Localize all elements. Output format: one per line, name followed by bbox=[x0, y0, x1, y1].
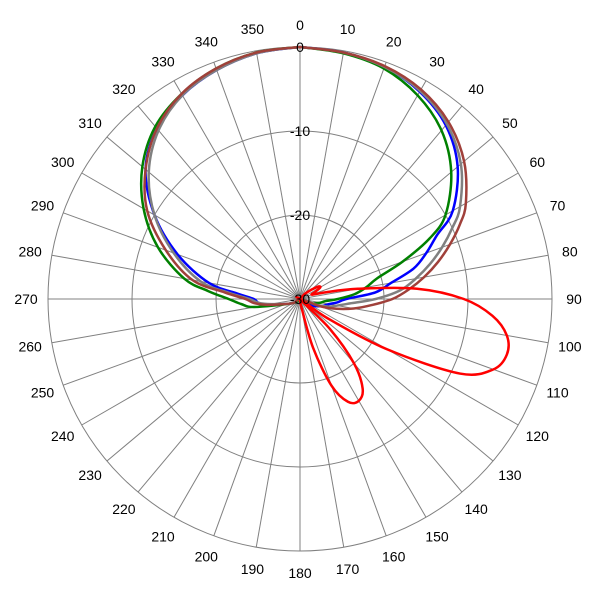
spoke-190 bbox=[255, 298, 301, 548]
angle-tick-label: 130 bbox=[498, 467, 522, 483]
labels: 0 10 20 30 40 50 60 70 80 90 100 110 120 130 140 150 160… bbox=[14, 17, 582, 581]
angle-tick-label: 310 bbox=[78, 115, 102, 131]
angle-tick-label: 170 bbox=[336, 561, 360, 577]
spoke-250 bbox=[63, 298, 301, 386]
spoke-60 bbox=[299, 172, 519, 300]
spoke-330 bbox=[173, 80, 301, 300]
spoke-230 bbox=[106, 298, 301, 462]
angle-tick-label: 40 bbox=[468, 81, 484, 97]
angle-tick-label: 140 bbox=[464, 501, 488, 517]
angle-tick-label: 260 bbox=[18, 339, 42, 355]
angle-tick-label: 350 bbox=[241, 21, 265, 37]
spoke-300 bbox=[81, 172, 301, 300]
spoke-160 bbox=[299, 298, 387, 536]
spoke-290 bbox=[63, 212, 301, 300]
spoke-30 bbox=[299, 80, 427, 300]
angle-tick-label: 240 bbox=[51, 428, 75, 444]
angle-tick-label: 10 bbox=[340, 21, 356, 37]
angle-tick-label: 120 bbox=[526, 428, 550, 444]
spoke-110 bbox=[299, 298, 537, 386]
spoke-120 bbox=[299, 298, 519, 426]
angle-tick-label: 210 bbox=[151, 528, 175, 544]
spoke-150 bbox=[299, 298, 427, 518]
series-line-1 bbox=[139, 45, 453, 309]
radial-tick-label: 0 bbox=[296, 39, 304, 55]
radial-tick-label: -30 bbox=[290, 291, 310, 307]
radial-tick-label: -20 bbox=[290, 207, 310, 223]
spoke-210 bbox=[173, 298, 301, 518]
spoke-170 bbox=[299, 298, 345, 548]
angle-tick-label: 60 bbox=[530, 154, 546, 170]
angle-tick-label: 250 bbox=[31, 385, 55, 401]
angle-tick-label: 300 bbox=[51, 154, 75, 170]
angle-tick-label: 50 bbox=[502, 115, 518, 131]
spoke-200 bbox=[213, 298, 301, 536]
angle-tick-label: 70 bbox=[550, 197, 566, 213]
angle-tick-label: 180 bbox=[288, 565, 312, 581]
angle-tick-label: 280 bbox=[18, 243, 42, 259]
angle-tick-label: 270 bbox=[14, 291, 38, 307]
angle-tick-label: 80 bbox=[562, 243, 578, 259]
series-line-4 bbox=[295, 285, 510, 405]
spoke-240 bbox=[81, 298, 301, 426]
angle-tick-label: 20 bbox=[386, 34, 402, 50]
spoke-310 bbox=[106, 136, 301, 300]
spoke-40 bbox=[299, 105, 463, 300]
angle-tick-label: 230 bbox=[78, 467, 102, 483]
angle-tick-label: 190 bbox=[241, 561, 265, 577]
spoke-350 bbox=[255, 50, 301, 300]
radial-tick-label: -10 bbox=[290, 123, 310, 139]
spoke-140 bbox=[299, 298, 463, 493]
spoke-280 bbox=[51, 254, 301, 300]
spoke-220 bbox=[137, 298, 301, 493]
angle-tick-label: 30 bbox=[429, 54, 445, 70]
angle-tick-label: 90 bbox=[566, 291, 582, 307]
angle-tick-label: 320 bbox=[112, 81, 136, 97]
angle-tick-label: 340 bbox=[195, 34, 219, 50]
spoke-20 bbox=[299, 62, 387, 300]
spoke-340 bbox=[213, 62, 301, 300]
angle-tick-label: 330 bbox=[151, 54, 175, 70]
spoke-10 bbox=[299, 50, 345, 300]
spoke-320 bbox=[137, 105, 301, 300]
angle-tick-label: 0 bbox=[296, 17, 304, 33]
series-line-3 bbox=[143, 45, 468, 311]
spoke-70 bbox=[299, 212, 537, 300]
angle-tick-label: 220 bbox=[112, 501, 136, 517]
angle-tick-label: 290 bbox=[31, 197, 55, 213]
angle-tick-label: 160 bbox=[382, 548, 406, 564]
angle-tick-label: 150 bbox=[425, 528, 449, 544]
series-layer bbox=[139, 45, 510, 405]
spoke-130 bbox=[299, 298, 494, 462]
angle-tick-label: 100 bbox=[558, 339, 582, 355]
angle-tick-label: 200 bbox=[195, 548, 219, 564]
angle-tick-label: 110 bbox=[546, 385, 569, 401]
